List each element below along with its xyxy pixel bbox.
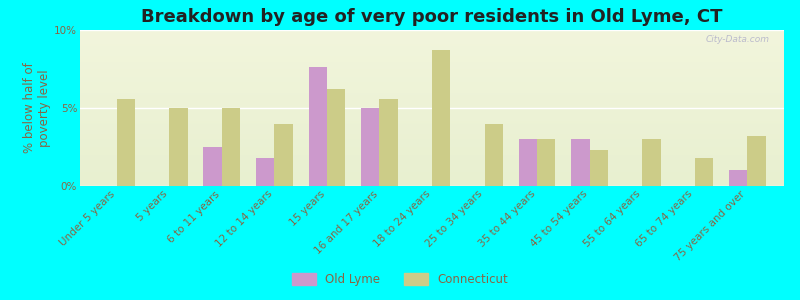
Bar xyxy=(170,108,188,186)
Text: City-Data.com: City-Data.com xyxy=(706,35,770,44)
Bar xyxy=(117,99,135,186)
Bar xyxy=(518,139,537,186)
Bar xyxy=(203,147,222,186)
Bar xyxy=(747,136,766,186)
Bar xyxy=(379,99,398,186)
Bar xyxy=(309,68,327,186)
Bar xyxy=(361,108,379,186)
Bar xyxy=(537,139,555,186)
Bar xyxy=(642,139,661,186)
Bar xyxy=(256,158,274,186)
Bar xyxy=(274,124,293,186)
Bar xyxy=(432,50,450,186)
Bar xyxy=(485,124,503,186)
Bar xyxy=(729,170,747,186)
Bar xyxy=(571,139,590,186)
Bar xyxy=(590,150,608,186)
Bar xyxy=(327,89,346,186)
Legend: Old Lyme, Connecticut: Old Lyme, Connecticut xyxy=(287,268,513,291)
Bar xyxy=(694,158,713,186)
Y-axis label: % below half of
poverty level: % below half of poverty level xyxy=(23,63,51,153)
Title: Breakdown by age of very poor residents in Old Lyme, CT: Breakdown by age of very poor residents … xyxy=(142,8,722,26)
Bar xyxy=(222,108,240,186)
